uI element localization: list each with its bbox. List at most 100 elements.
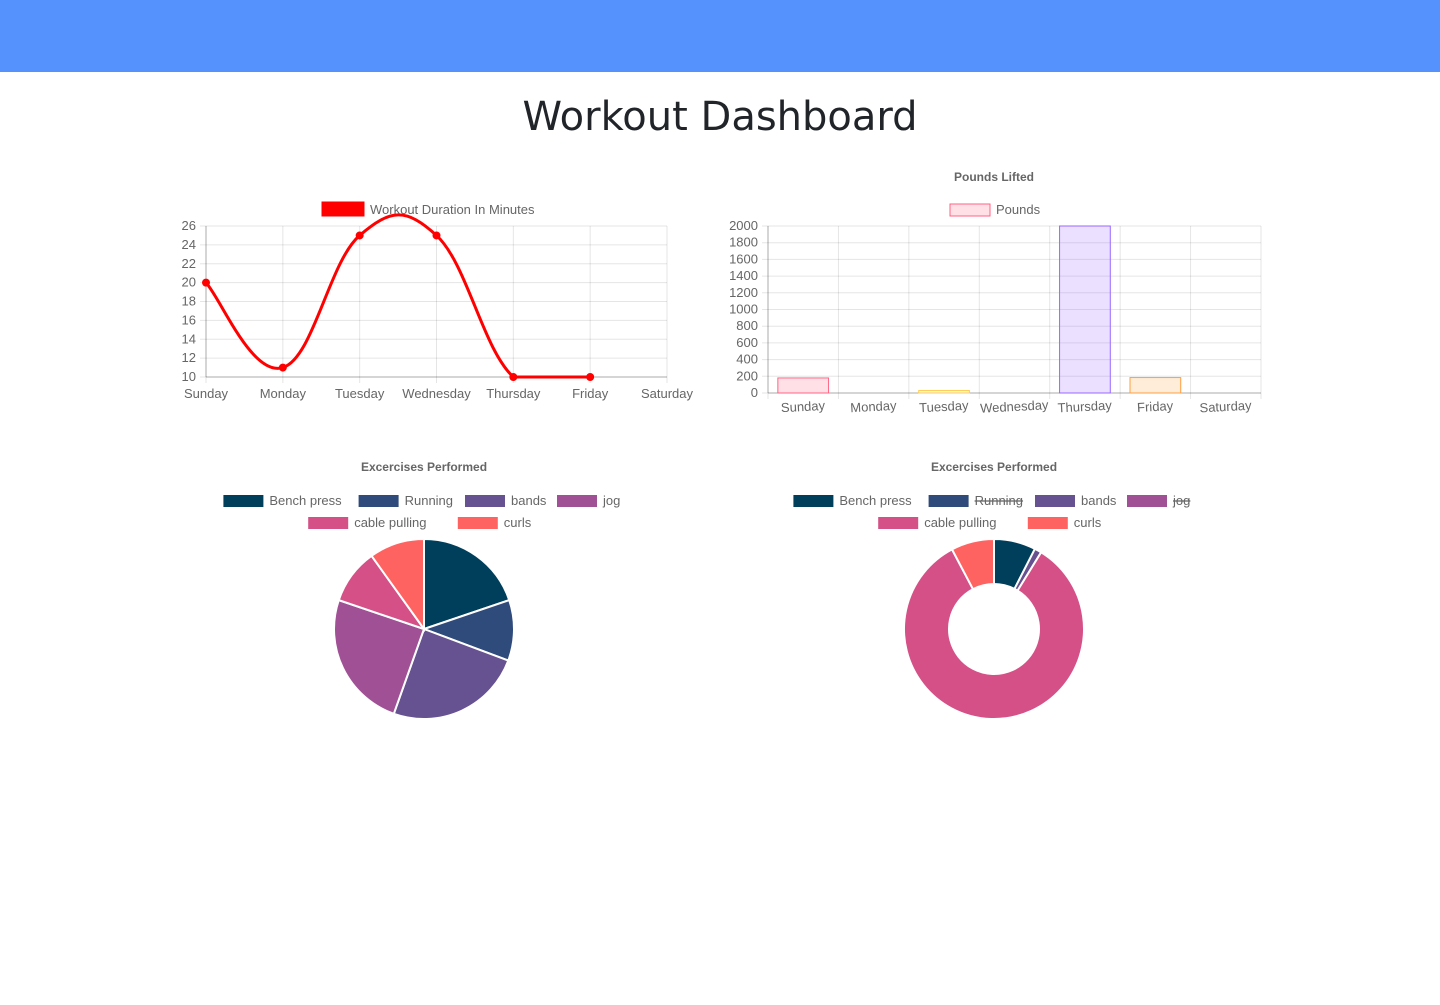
y-tick-label: 1600 [729, 251, 758, 266]
x-tick-label: Wednesday [402, 386, 471, 401]
legend-item: Bench press [793, 493, 912, 508]
bar [1129, 377, 1182, 394]
pie-slice [392, 627, 510, 720]
legend-label: Bench press [269, 493, 342, 508]
pie-slice [903, 548, 1085, 720]
legend-label: jog [1172, 493, 1190, 508]
x-tick-label: Friday [1137, 398, 1174, 415]
legend-swatch [928, 495, 969, 507]
legend-item: Running [928, 493, 1023, 508]
data-point [586, 373, 595, 381]
x-tick-label: Thursday [1057, 398, 1112, 416]
y-tick-label: 12 [182, 350, 196, 365]
legend-swatch [1035, 495, 1075, 507]
exercises-pie-chart: Excercises Performed Bench press Running ba… [223, 460, 620, 720]
duration-line-chart: Workout Duration In Minutes 10 12 14 16 18 20 2… [182, 201, 694, 401]
bar [777, 377, 830, 394]
chart-title: Pounds Lifted [954, 170, 1034, 184]
legend-label: curls [504, 515, 532, 530]
chart-title: Excercises Performed [931, 460, 1057, 474]
legend-label: curls [1074, 515, 1102, 530]
x-tick-label: Friday [572, 386, 609, 401]
y-tick-label: 0 [751, 385, 758, 400]
legend-swatch [878, 517, 919, 529]
legend-swatch [557, 495, 597, 507]
y-tick-label: 24 [182, 237, 196, 252]
exercises-doughnut-chart: Excercises Performed Bench press Running ba… [793, 460, 1190, 720]
legend-item: Pounds [949, 202, 1041, 217]
top-navbar [0, 0, 1440, 72]
legend-label: Bench press [839, 493, 912, 508]
pie-slice [950, 537, 995, 591]
legend-swatch [223, 495, 264, 507]
legend-swatch [358, 495, 399, 507]
x-tick-label: Sunday [184, 386, 229, 401]
legend-item: jog [1127, 493, 1190, 508]
legend-label: bands [511, 493, 547, 508]
legend-item: jog [557, 493, 620, 508]
legend-item: curls [457, 515, 532, 530]
legend-swatch [1027, 517, 1068, 529]
legend-item: cable pulling [878, 515, 996, 530]
legend-label: Running [405, 493, 453, 508]
y-tick-label: 1800 [729, 235, 758, 250]
data-point [432, 231, 441, 240]
x-tick-label: Monday [850, 398, 897, 415]
legend-item: bands [1035, 493, 1117, 508]
page-title: Workout Dashboard [522, 94, 918, 140]
data-point [278, 363, 287, 372]
pie-slice [333, 598, 426, 716]
data-point [509, 373, 518, 381]
series-line [204, 213, 591, 379]
y-tick-label: 1200 [729, 285, 758, 300]
y-tick-label: 400 [736, 352, 758, 367]
legend-swatch [949, 203, 991, 217]
y-tick-label: 10 [182, 369, 196, 384]
legend-swatch [793, 495, 834, 507]
x-tick-label: Saturday [641, 386, 694, 401]
legend-item: cable pulling [308, 515, 426, 530]
legend-swatch [457, 517, 498, 529]
bar [918, 389, 970, 394]
y-tick-label: 600 [736, 335, 758, 350]
y-tick-label: 1000 [729, 302, 758, 317]
legend-item: bands [465, 493, 547, 508]
legend-item: Running [358, 493, 453, 508]
y-tick-label: 800 [736, 318, 758, 333]
y-tick-label: 14 [182, 331, 196, 346]
bar [1059, 225, 1111, 394]
legend-item: Bench press [223, 493, 342, 508]
legend-label: Running [975, 493, 1023, 508]
y-tick-label: 22 [182, 256, 196, 271]
y-tick-label: 2000 [729, 218, 758, 233]
legend-label: Pounds [996, 202, 1041, 217]
x-tick-label: Tuesday [335, 386, 385, 401]
y-tick-label: 16 [182, 312, 196, 327]
legend-swatch [308, 517, 349, 529]
y-tick-label: 200 [736, 368, 758, 383]
y-tick-label: 26 [182, 218, 196, 233]
x-tick-label: Monday [260, 386, 307, 401]
y-tick-label: 1400 [729, 268, 758, 283]
legend-label: Workout Duration In Minutes [370, 202, 535, 217]
legend-label: cable pulling [354, 515, 426, 530]
x-tick-label: Tuesday [919, 398, 970, 416]
legend-label: cable pulling [924, 515, 996, 530]
y-tick-label: 20 [182, 275, 196, 290]
legend-label: jog [602, 493, 620, 508]
x-tick-label: Saturday [1199, 398, 1252, 416]
legend-item: Workout Duration In Minutes [321, 201, 535, 217]
x-tick-label: Sunday [781, 398, 826, 415]
y-tick-label: 18 [182, 294, 196, 309]
legend-swatch [1127, 495, 1167, 507]
legend-item: curls [1027, 515, 1102, 530]
legend-swatch [321, 201, 365, 217]
x-tick-label: Thursday [486, 386, 541, 401]
pie-slice [370, 537, 425, 633]
data-point [355, 231, 364, 240]
x-tick-label: Wednesday [980, 397, 1050, 416]
legend-label: bands [1081, 493, 1117, 508]
chart-title: Excercises Performed [361, 460, 487, 474]
legend-swatch [465, 495, 505, 507]
